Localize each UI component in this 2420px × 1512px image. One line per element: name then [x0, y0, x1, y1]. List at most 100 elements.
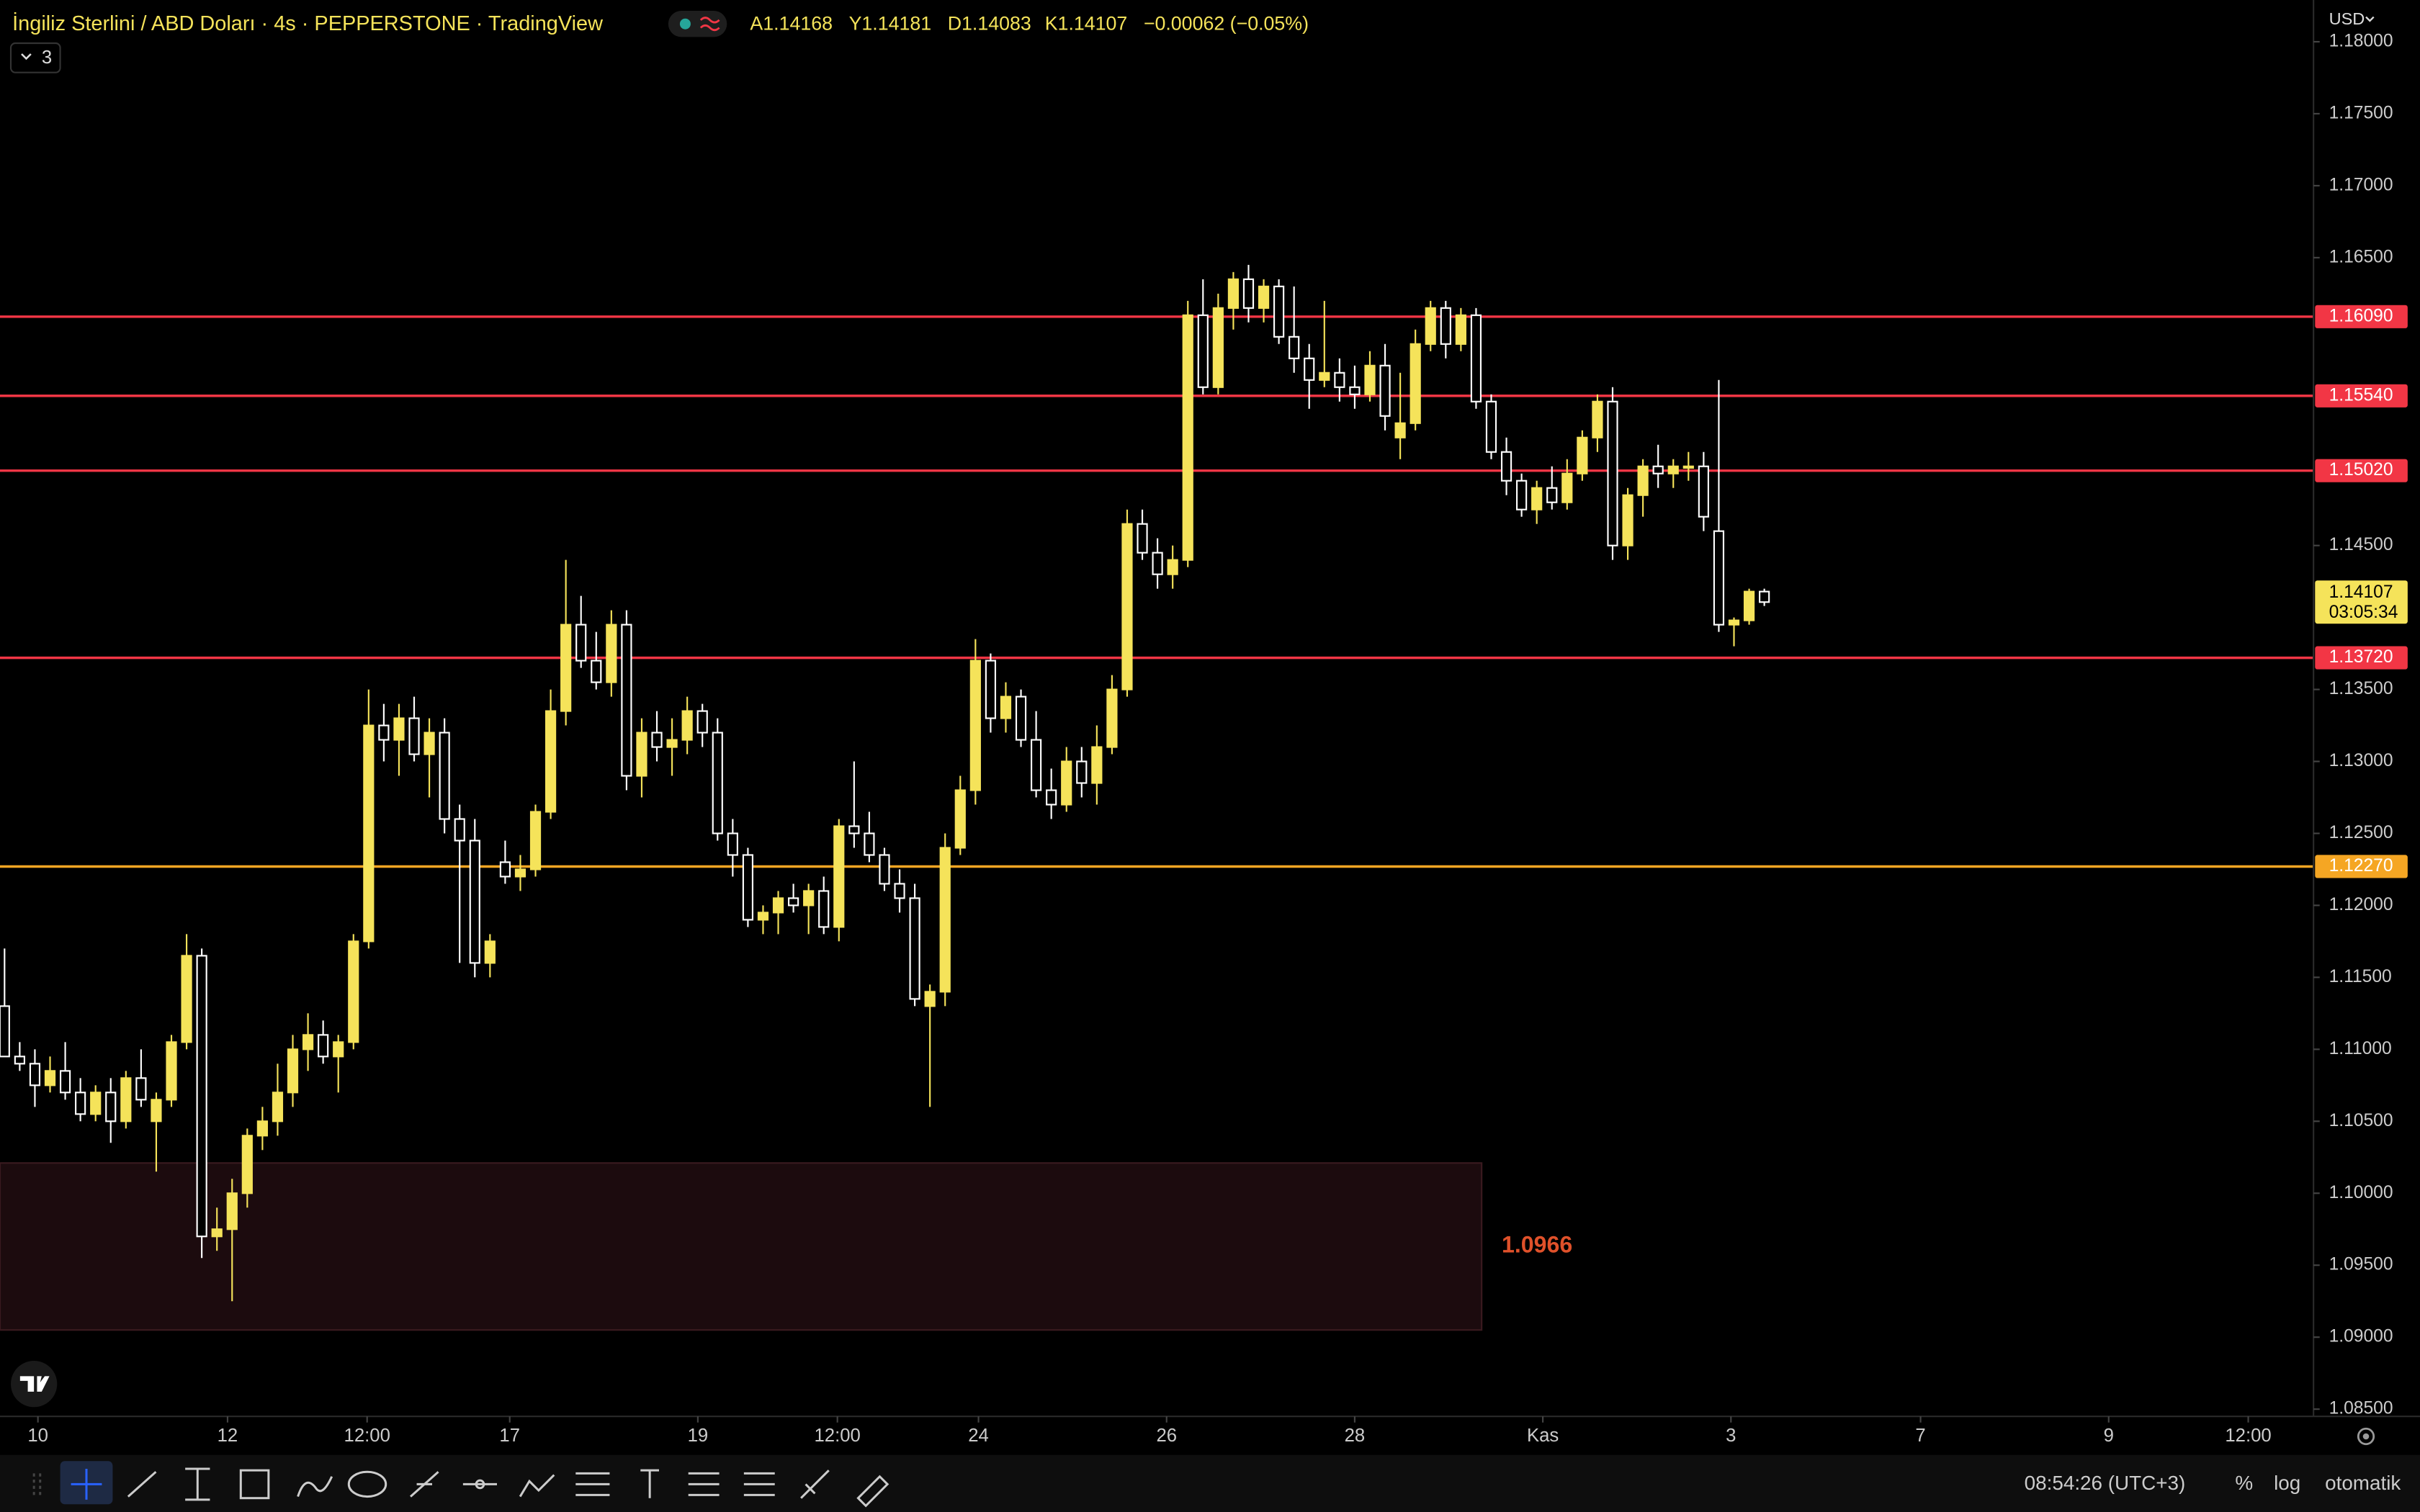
currency-chevron — [2365, 16, 2375, 22]
level-price-box — [2315, 459, 2408, 482]
toolbar — [0, 1454, 2420, 1512]
currency[interactable]: USD — [2329, 9, 2365, 28]
level-price-label: 1.15540 — [2329, 385, 2393, 405]
candle-body — [591, 660, 602, 683]
candle-body — [529, 811, 542, 870]
candle-body — [1289, 336, 1300, 359]
candle-body — [1137, 523, 1148, 554]
level-price-label: 1.16090 — [2329, 306, 2393, 325]
candle-body — [1000, 696, 1012, 719]
candle-body — [90, 1092, 102, 1115]
auto-toggle[interactable]: otomatik — [2325, 1472, 2401, 1494]
level-price-label: 1.13720 — [2329, 647, 2393, 667]
y-tick-label: 1.11000 — [2329, 1039, 2392, 1058]
candle-body — [1455, 314, 1466, 345]
x-tick-label: 10 — [27, 1426, 48, 1446]
ohlc-close: K1.14107 — [1045, 12, 1128, 34]
log-toggle[interactable]: log — [2274, 1472, 2300, 1494]
zone-label: 1.0966 — [1502, 1232, 1572, 1258]
y-tick-label: 1.16500 — [2329, 247, 2393, 266]
candle-body — [879, 854, 890, 885]
candle-body — [469, 840, 480, 964]
y-tick-label: 1.11500 — [2329, 967, 2392, 986]
x-tick-label: 26 — [1156, 1426, 1177, 1446]
candle-body — [196, 955, 207, 1238]
candle-body — [1046, 789, 1057, 806]
x-tick-label: 28 — [1345, 1426, 1366, 1446]
ohlc-change: −0.00062 (−0.05%) — [1144, 12, 1309, 34]
candle-body — [696, 710, 708, 734]
candle-body — [1698, 465, 1709, 518]
candle-body — [1121, 523, 1133, 690]
symbol-title[interactable]: İngiliz Sterlini / ABD Doları · 4s · PEP… — [12, 12, 603, 35]
candle-body — [651, 732, 663, 748]
candle-body — [1212, 307, 1224, 388]
candle-body — [1622, 494, 1634, 546]
candle-body — [1728, 619, 1740, 626]
y-tick-label: 1.13000 — [2329, 751, 2393, 770]
candle-body — [211, 1228, 223, 1238]
y-tick-label: 1.18000 — [2329, 31, 2393, 50]
x-tick-label: 24 — [968, 1426, 989, 1446]
candle-body — [848, 825, 860, 834]
candle-body — [1531, 487, 1543, 510]
candle-body — [1242, 278, 1255, 309]
candle-body — [954, 789, 966, 849]
indicator-toggle[interactable] — [9, 42, 61, 73]
candle-body — [408, 717, 420, 755]
candle-body — [1273, 285, 1285, 338]
candle-body — [1561, 472, 1573, 503]
ohlc-low: D1.14083 — [948, 12, 1031, 34]
y-tick-label: 1.09500 — [2329, 1255, 2393, 1274]
candle-body — [1485, 400, 1497, 453]
level-price-box — [2315, 305, 2408, 328]
candle-body — [666, 739, 678, 748]
candle-body — [803, 890, 815, 906]
market-status[interactable] — [668, 11, 727, 37]
candle-body — [424, 732, 435, 755]
y-tick-label: 1.10000 — [2329, 1183, 2393, 1202]
drawing-tools[interactable] — [32, 1461, 889, 1508]
candle-body — [1652, 465, 1664, 474]
candle-body — [272, 1092, 284, 1122]
candle-body — [514, 868, 526, 878]
tv-logo[interactable] — [11, 1361, 58, 1408]
candle-body — [864, 832, 875, 856]
x-tick-label: 12:00 — [344, 1426, 390, 1446]
candle-body — [484, 940, 496, 964]
candle-body — [924, 991, 936, 1007]
candle-body — [621, 624, 632, 777]
candle-body — [757, 912, 769, 921]
candle-body — [1592, 400, 1603, 438]
candle-body — [1546, 487, 1558, 503]
candle-body — [181, 955, 192, 1043]
candle-body — [1470, 314, 1482, 402]
y-tick-label: 1.10500 — [2329, 1111, 2393, 1130]
last-price-box — [2315, 580, 2408, 624]
candle-body — [985, 660, 997, 719]
y-tick-label: 1.17500 — [2329, 103, 2393, 122]
candle-body — [226, 1192, 238, 1230]
candle-body — [393, 717, 405, 741]
settings-gear[interactable] — [2357, 1427, 2375, 1446]
candle-body — [909, 897, 920, 1000]
candle-body — [29, 1063, 41, 1086]
candle-body — [1667, 465, 1679, 474]
candle-body — [606, 624, 617, 683]
candle-body — [894, 883, 905, 899]
candle-body — [544, 710, 557, 813]
x-tick-label: 12 — [218, 1426, 238, 1446]
percent-toggle[interactable]: % — [2235, 1472, 2253, 1494]
y-tick-label: 1.09000 — [2329, 1327, 2393, 1346]
candle-body — [105, 1092, 117, 1122]
y-tick-label: 1.12500 — [2329, 823, 2393, 842]
candle-body — [348, 940, 359, 1043]
level-price-box — [2315, 855, 2408, 878]
candle-body — [378, 724, 390, 741]
candle-body — [1759, 590, 1770, 603]
last-price-label: 1.14107 — [2329, 582, 2393, 602]
plot: 1.0966 — [0, 264, 2314, 1331]
candle-body — [1152, 552, 1163, 575]
candle-body — [1061, 760, 1072, 806]
candle-body — [14, 1056, 25, 1065]
